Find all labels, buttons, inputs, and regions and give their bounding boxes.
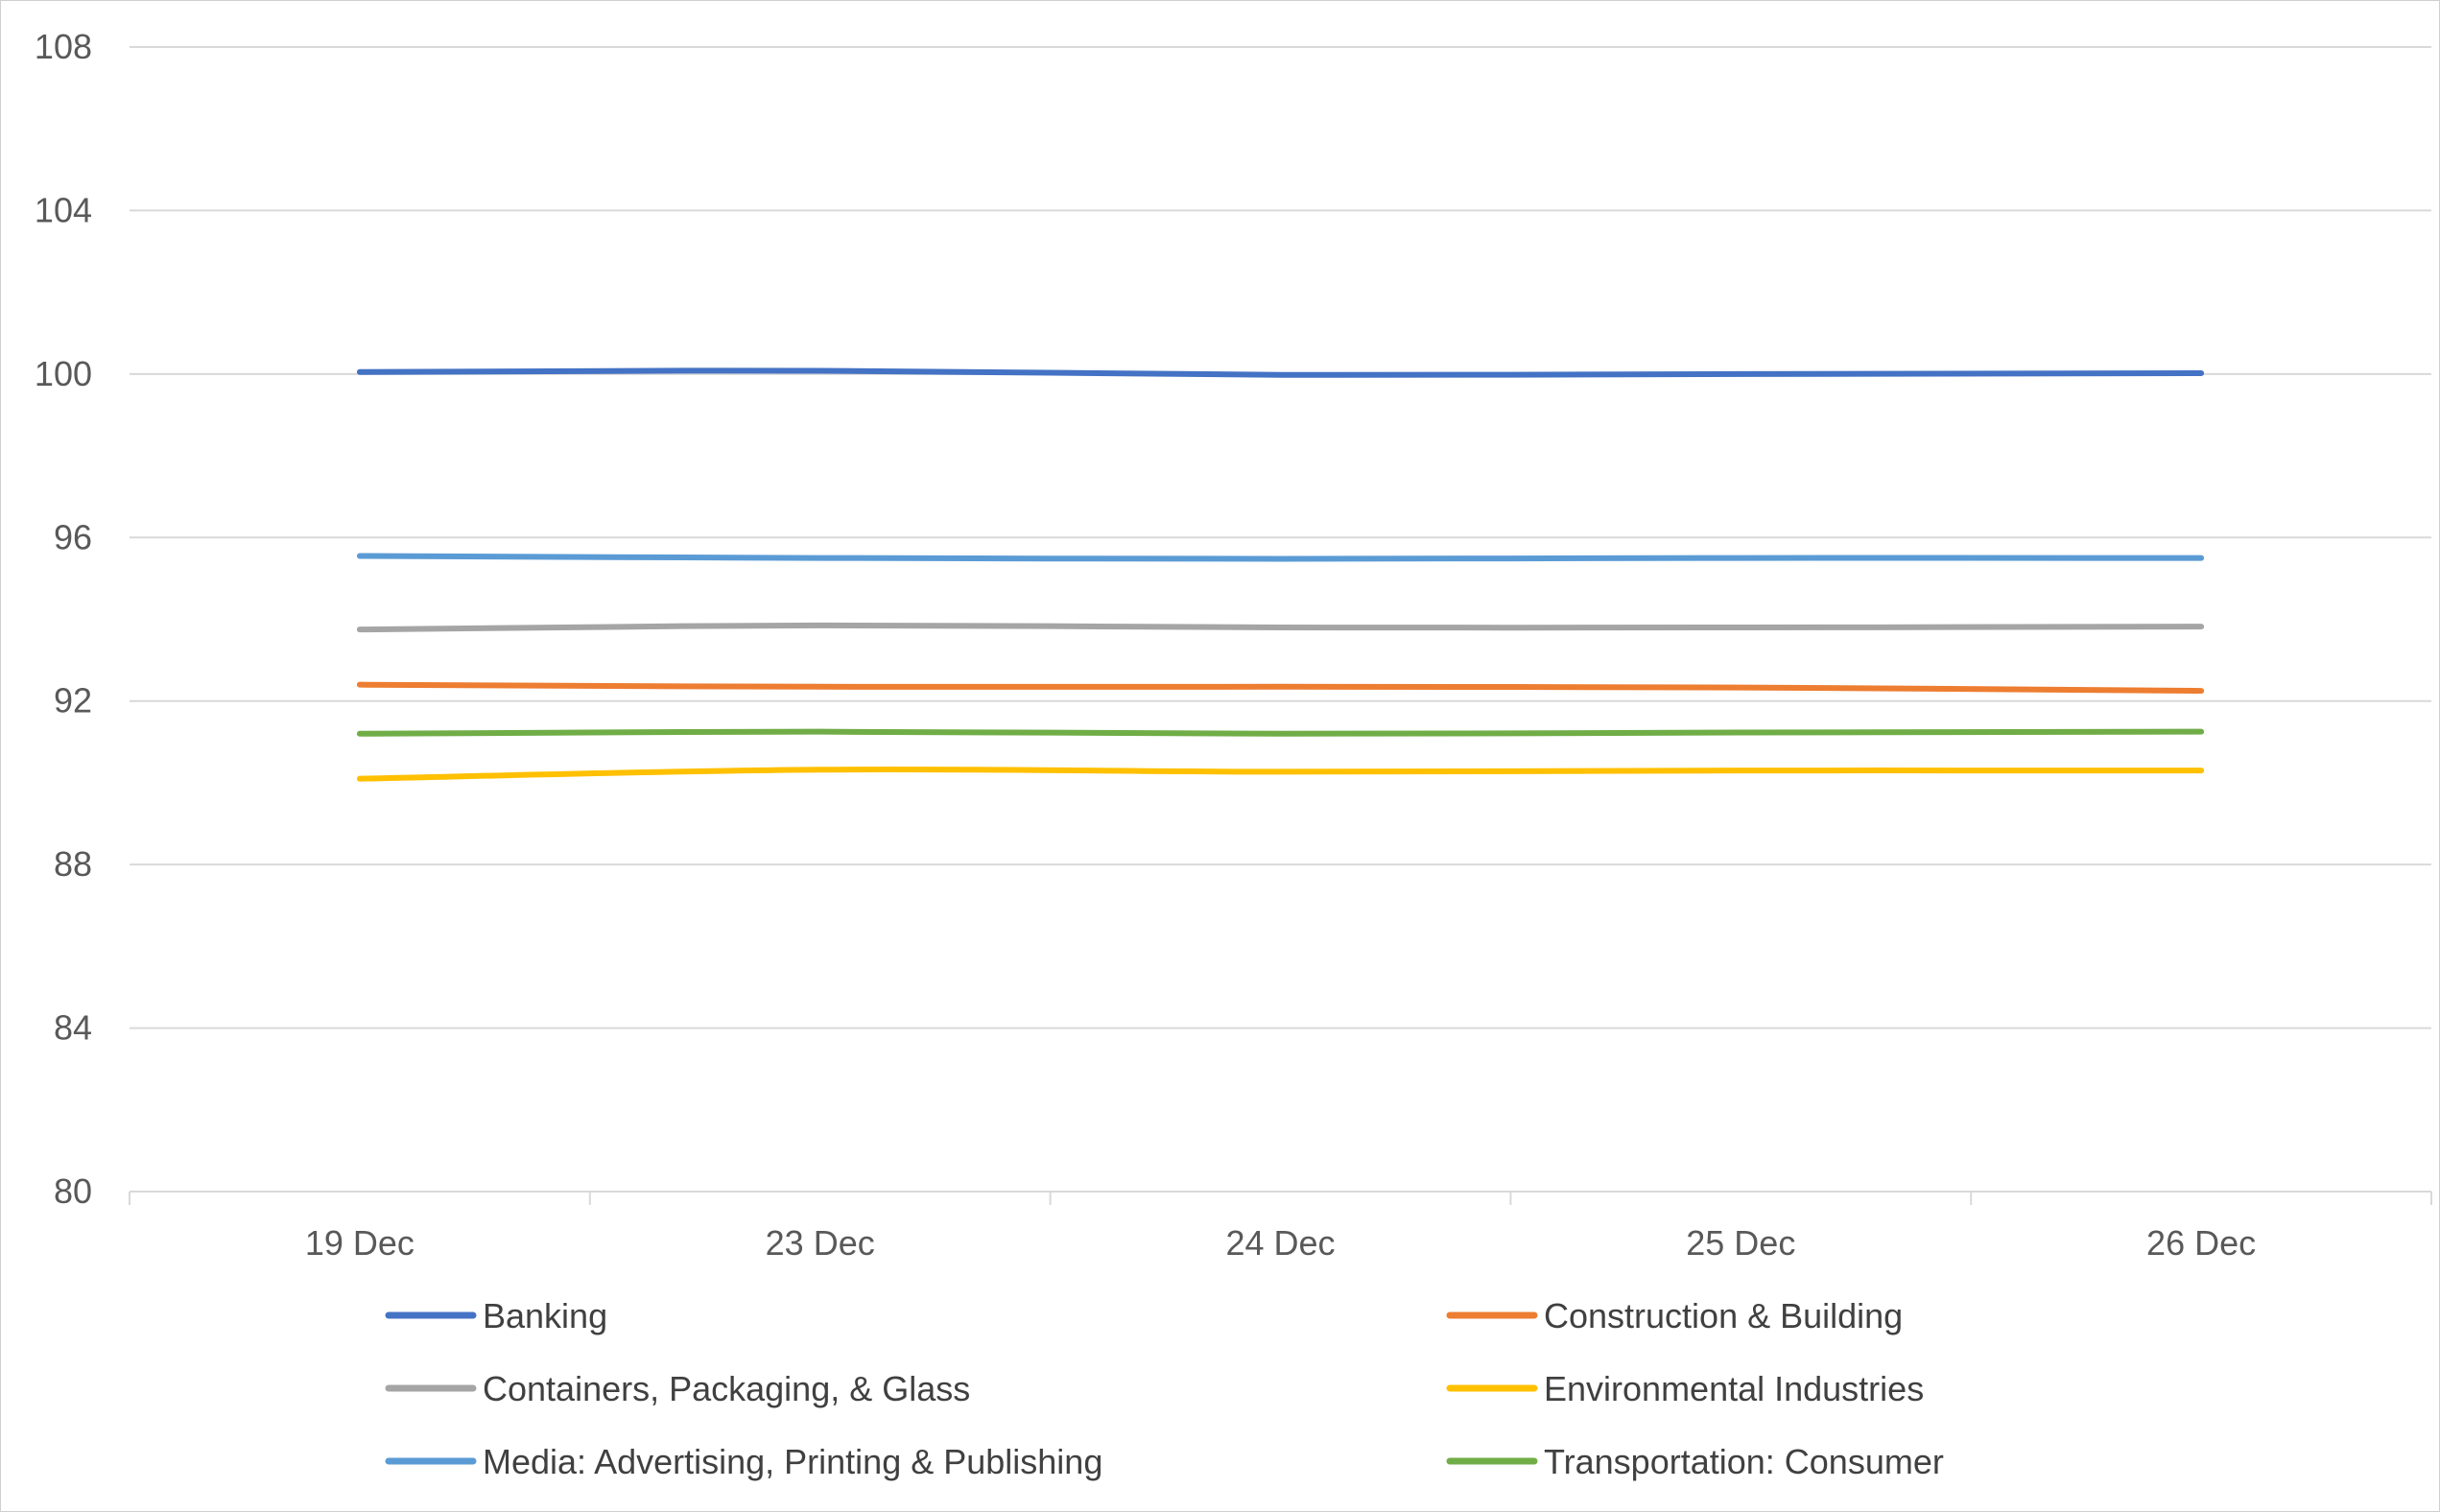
legend-item-environmental-industries: Environmental Industries [1446, 1369, 1924, 1408]
x-tick-label: 23 Dec [766, 1223, 875, 1263]
legend-label: Transportation: Consumer [1544, 1442, 1944, 1481]
series-lines [356, 367, 2205, 782]
legend-label: Construction & Building [1544, 1296, 1903, 1335]
series-line-environmental-industries [356, 766, 2205, 782]
series-line-banking [356, 367, 2205, 378]
y-tick-label: 108 [35, 27, 92, 66]
x-axis [129, 1191, 2432, 1205]
x-axis-ticks: 19 Dec 23 Dec 24 Dec 25 Dec 26 Dec [305, 1223, 2256, 1263]
legend-label: Containers, Packaging, & Glass [483, 1369, 970, 1408]
legend-label: Environmental Industries [1544, 1369, 1924, 1408]
gridlines [130, 46, 2431, 1029]
x-tick-label: 25 Dec [1686, 1223, 1795, 1263]
legend-label: Media: Advertising, Printing & Publishin… [483, 1442, 1102, 1481]
y-tick-label: 84 [54, 1008, 92, 1048]
legend-item-transportation-consumer: Transportation: Consumer [1446, 1442, 1944, 1481]
x-tick-label: 24 Dec [1225, 1223, 1335, 1263]
series-line-construction-building [356, 681, 2205, 695]
legend-label: Banking [483, 1296, 607, 1335]
y-tick-label: 88 [54, 844, 92, 884]
y-axis-ticks: 80 84 88 92 96 100 104 108 [35, 27, 92, 1211]
y-tick-label: 96 [54, 517, 92, 556]
legend-item-media-advertising-printing-publishing: Media: Advertising, Printing & Publishin… [385, 1442, 1102, 1481]
legend-item-containers-packaging-glass: Containers, Packaging, & Glass [385, 1369, 970, 1408]
y-tick-label: 100 [35, 354, 92, 393]
series-line-containers-packaging-glass [356, 622, 2205, 633]
series-line-transportation-consumer [356, 728, 2205, 737]
legend-item-banking: Banking [385, 1296, 607, 1335]
legend-item-construction-building: Construction & Building [1446, 1296, 1903, 1335]
legend: Banking Construction & Building Containers… [385, 1296, 1944, 1481]
x-tick-label: 19 Dec [305, 1223, 415, 1263]
y-tick-label: 104 [35, 190, 92, 229]
series-line-media-advertising-printing-publishing [356, 553, 2205, 562]
y-tick-label: 80 [54, 1171, 92, 1211]
x-tick-label: 26 Dec [2146, 1223, 2256, 1263]
y-tick-label: 92 [54, 681, 92, 721]
